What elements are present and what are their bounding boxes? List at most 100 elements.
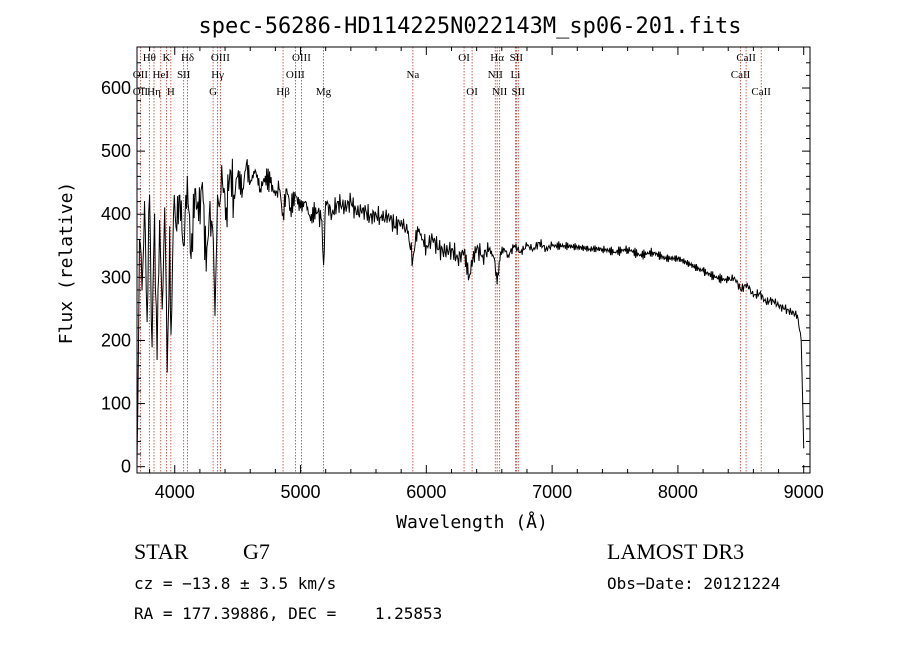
data-point [190,257,192,260]
data-point [626,248,629,250]
data-point [278,188,280,190]
object-subclass: G7 [243,539,270,564]
data-point [400,219,402,222]
obs-date: Obs−Date: 20121224 [607,574,780,593]
data-point [601,248,604,250]
data-point [151,346,153,348]
line-label: SII [177,69,191,81]
y-tick-label: 400 [101,204,131,224]
data-point [463,251,465,253]
data-point [457,257,459,260]
data-point [727,279,729,282]
data-point [214,314,216,316]
data-point [186,175,188,177]
x-axis-label: Wavelength (Å) [396,511,548,533]
data-point [164,207,166,209]
data-point [438,248,440,250]
data-point [146,320,148,323]
data-point [803,447,805,449]
data-point [225,207,227,209]
data-point [286,188,288,190]
data-point [201,182,204,184]
line-label: SII [510,52,524,64]
x-tick-label: 4000 [155,482,195,502]
data-point [337,201,339,203]
data-point [499,251,502,253]
line-label: CaII [751,86,771,98]
line-label: Hθ [143,52,156,64]
data-point [221,182,224,184]
x-axis-ticks: 4000 5000 6000 7000 8000 9000 [149,47,824,502]
data-point [532,248,534,250]
y-tick-label: 200 [101,330,131,350]
data-point [790,311,792,313]
data-point [652,251,654,253]
coordinates: RA = 177.39886, DEC = 1.25853 [134,604,442,623]
data-point [800,339,802,342]
data-point [450,248,453,250]
data-point [211,226,214,228]
line-label: HeI [153,69,170,81]
data-point [468,276,470,278]
data-point [740,289,742,291]
data-point [356,213,358,215]
x-tick-label: 9000 [784,482,824,502]
data-point [254,169,256,171]
line-label: OIII [211,52,230,64]
data-point [219,201,221,203]
data-point [289,207,292,209]
line-label: CaII [731,69,751,81]
line-label: NII [492,86,508,98]
data-point [538,242,541,244]
data-point [752,295,754,297]
series-layer [136,158,805,465]
data-point [161,308,163,310]
data-point [170,333,172,335]
data-point [242,188,244,190]
data-point [545,248,547,250]
data-point [551,245,553,247]
data-point [331,213,333,215]
line-label: Na [406,69,419,81]
data-point [412,257,414,260]
x-tick-label: 5000 [281,482,321,502]
data-point [564,245,566,247]
data-point [205,270,207,272]
data-point [733,276,736,278]
data-point [664,257,666,260]
data-point [375,213,377,215]
data-point [154,213,156,215]
data-point [476,248,478,250]
data-point [182,245,185,247]
data-point [156,358,158,360]
line-label: Hγ [211,69,224,81]
data-point [526,245,528,247]
data-point [771,298,773,301]
y-axis-ticks: 0 100 200 300 400 500 600 [101,62,810,477]
data-point [589,248,591,250]
line-label: Hβ [276,86,290,98]
y-axis-label: Flux (relative) [56,182,77,345]
data-point [425,245,427,247]
data-point [321,219,323,222]
data-point [369,216,371,218]
line-label: NII [488,69,504,81]
data-point [299,207,302,209]
data-point [576,246,578,248]
y-tick-label: 500 [101,141,131,161]
data-point [216,194,219,196]
data-point [639,254,641,256]
line-label: K [162,52,170,64]
line-label: Hη [147,86,161,98]
data-point [784,308,786,310]
data-point [143,201,146,203]
y-tick-label: 100 [101,394,131,414]
line-label: Hα [490,52,504,64]
data-point [229,169,231,171]
data-point [172,213,175,215]
line-label: OI [458,52,470,64]
data-point [677,257,679,260]
data-point [796,314,799,316]
line-label: Li [510,69,520,81]
